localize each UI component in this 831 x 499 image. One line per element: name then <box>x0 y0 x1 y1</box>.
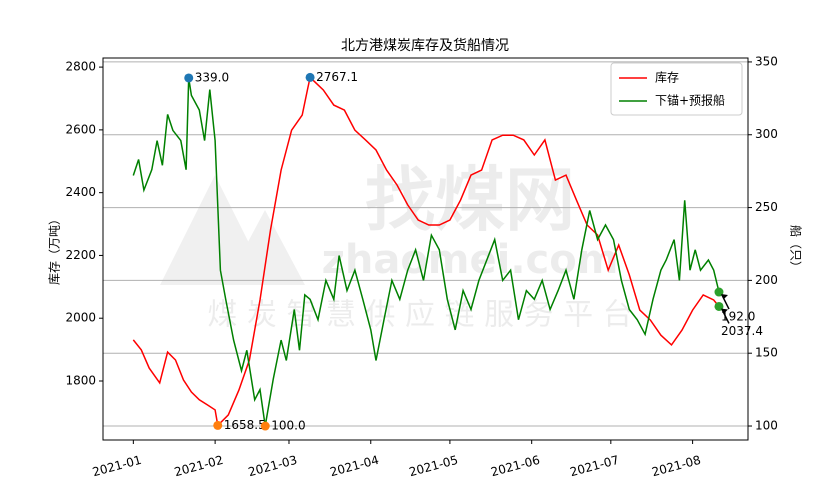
y-tick-label: 2400 <box>65 185 96 199</box>
y-tick-label: 2600 <box>65 122 96 136</box>
x-tick-label: 2021-06 <box>489 453 541 480</box>
y-tick-label: 2200 <box>65 248 96 262</box>
annotation-label: 2767.1 <box>316 70 358 84</box>
annotation-label: 192.0 <box>721 310 755 324</box>
chart-title: 北方港煤炭库存及货船情况 <box>341 37 509 54</box>
annotation-point <box>260 421 270 431</box>
series-line <box>132 77 720 427</box>
x-tick-label: 2021-04 <box>328 453 380 480</box>
plot-frame <box>102 57 749 441</box>
y2-tick-label: 200 <box>755 273 778 287</box>
series-line <box>132 75 720 427</box>
watermark-logo <box>160 175 305 285</box>
y2-tick-label: 300 <box>755 127 778 141</box>
y-tick-label: 1800 <box>65 373 96 387</box>
annotation-arrowhead <box>720 308 728 314</box>
x-tick-label: 2021-01 <box>91 453 143 480</box>
watermark-site: zhaomei.com <box>322 237 619 283</box>
y2-axis-label: 船（只） <box>789 225 803 273</box>
x-tick-label: 2021-02 <box>173 453 225 480</box>
y2-tick-label: 350 <box>755 54 778 68</box>
annotation-label: 339.0 <box>195 70 229 84</box>
annotation-point <box>184 73 194 83</box>
watermark-slogan: 煤 炭 智 慧 供 应 链 服 务 平 台 <box>207 298 632 333</box>
y2-tick-label: 100 <box>755 419 778 433</box>
legend-box <box>610 62 743 116</box>
annotation-point <box>213 420 223 430</box>
watermark: 找煤网 zhaomei.com 煤 炭 智 慧 供 应 链 服 务 平 台 <box>160 159 633 333</box>
annotation-arrowhead <box>720 294 728 300</box>
watermark-brand: 找煤网 <box>365 159 575 241</box>
annotation-label: 100.0 <box>271 419 305 433</box>
x-tick-label: 2021-07 <box>568 453 620 480</box>
y2-tick-label: 150 <box>755 346 778 360</box>
x-tick-label: 2021-05 <box>408 453 460 480</box>
legend-label: 库存 <box>655 70 679 85</box>
legend-label: 下锚+预报船 <box>655 93 725 108</box>
y-tick-label: 2800 <box>65 60 96 74</box>
annotation-label: 1658.5 <box>224 418 266 432</box>
y-tick-label: 2000 <box>65 311 96 325</box>
annotation-label: 2037.4 <box>721 324 763 338</box>
annotation-point <box>305 72 315 82</box>
x-tick-label: 2021-08 <box>650 453 702 480</box>
y-axis-label: 库存（万吨） <box>47 213 62 285</box>
x-tick-label: 2021-03 <box>247 453 299 480</box>
y2-tick-label: 250 <box>755 200 778 214</box>
